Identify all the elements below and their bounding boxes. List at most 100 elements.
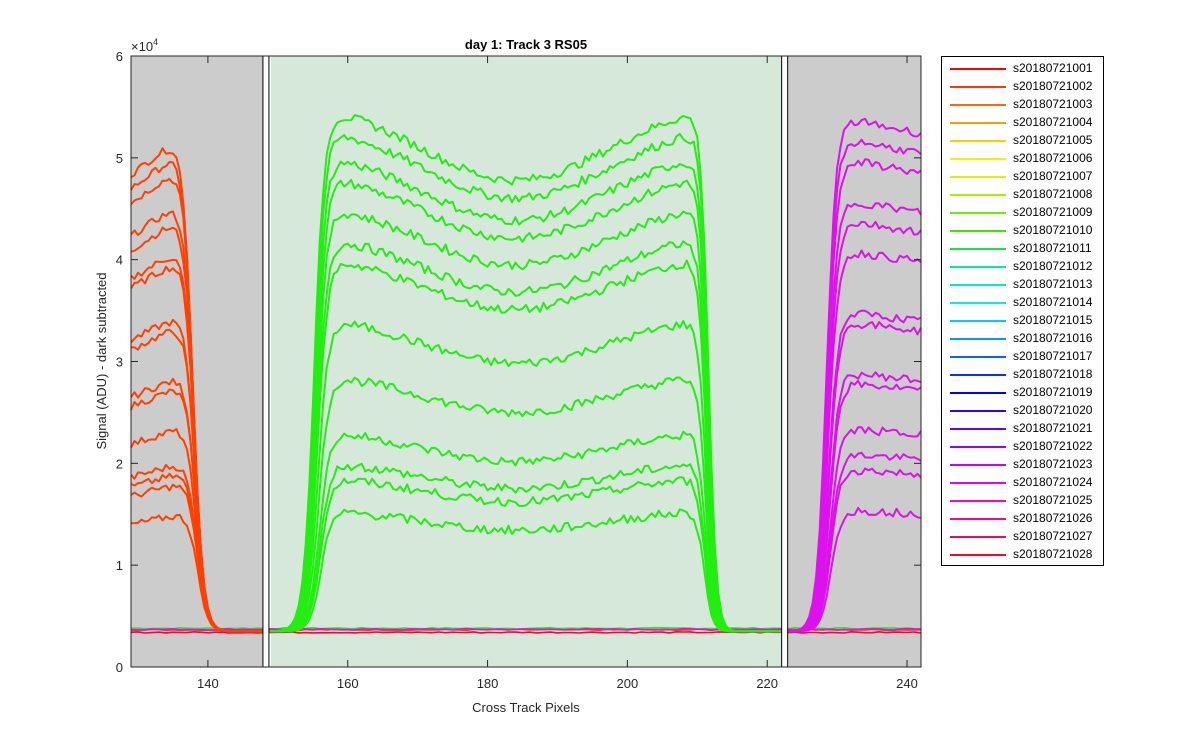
legend-label: s20180721018 <box>1013 367 1093 381</box>
legend-swatch <box>950 86 1006 88</box>
chart-title: day 1: Track 3 RS05 <box>465 37 587 52</box>
x-tick-label-140: 140 <box>197 676 219 691</box>
legend-label: s20180721005 <box>1013 133 1093 147</box>
legend-label: s20180721024 <box>1013 475 1093 489</box>
legend-item: s20180721022 <box>942 438 1103 456</box>
legend-item: s20180721010 <box>942 222 1103 240</box>
legend-label: s20180721006 <box>1013 151 1093 165</box>
legend-label: s20180721017 <box>1013 349 1093 363</box>
legend-swatch <box>950 68 1006 70</box>
legend-swatch <box>950 536 1006 538</box>
legend-label: s20180721027 <box>1013 529 1093 543</box>
legend-swatch <box>950 140 1006 142</box>
legend-label: s20180721026 <box>1013 511 1093 525</box>
y-tick-label-40000: 4 <box>116 253 123 268</box>
center-series-line-8 <box>263 320 796 633</box>
legend-label: s20180721022 <box>1013 439 1093 453</box>
legend-label: s20180721021 <box>1013 421 1093 435</box>
legend-item: s20180721026 <box>942 510 1103 528</box>
legend-label: s20180721015 <box>1013 313 1093 327</box>
legend-swatch <box>950 482 1006 484</box>
legend-item: s20180721001 <box>942 60 1103 78</box>
legend-item: s20180721018 <box>942 366 1103 384</box>
x-tick-label-160: 160 <box>337 676 359 691</box>
legend-swatch <box>950 554 1006 556</box>
legend-label: s20180721001 <box>1013 61 1093 75</box>
right-series-line-14 <box>781 506 922 633</box>
legend-label: s20180721014 <box>1013 295 1093 309</box>
center-series-line-5 <box>263 210 796 633</box>
x-tick-label-240: 240 <box>896 676 918 691</box>
legend-item: s20180721007 <box>942 168 1103 186</box>
center-series-line-7 <box>263 259 796 633</box>
legend-label: s20180721013 <box>1013 277 1093 291</box>
y-axis-exponent: ×104 <box>131 37 158 54</box>
x-tick-label-180: 180 <box>477 676 499 691</box>
center-series-line-9 <box>263 376 796 633</box>
legend-item: s20180721021 <box>942 420 1103 438</box>
legend-item: s20180721006 <box>942 150 1103 168</box>
x-tick-label-220: 220 <box>756 676 778 691</box>
legend-swatch <box>950 338 1006 340</box>
legend-label: s20180721009 <box>1013 205 1093 219</box>
axis-ticks: 140 160 180 200 220 240 0 1 2 3 4 5 6 <box>116 49 921 691</box>
y-tick-label-60000: 6 <box>116 49 123 64</box>
legend-swatch <box>950 230 1006 232</box>
legend-item: s20180721013 <box>942 276 1103 294</box>
legend-swatch <box>950 464 1006 466</box>
legend-item: s20180721011 <box>942 240 1103 258</box>
legend-item: s20180721017 <box>942 348 1103 366</box>
legend-swatch <box>950 410 1006 412</box>
legend-item: s20180721016 <box>942 330 1103 348</box>
y-tick-label-10000: 1 <box>116 558 123 573</box>
legend-swatch <box>950 104 1006 106</box>
legend-item: s20180721025 <box>942 492 1103 510</box>
legend-swatch <box>950 266 1006 268</box>
legend-label: s20180721008 <box>1013 187 1093 201</box>
legend-item: s20180721009 <box>942 204 1103 222</box>
left-series-line-16 <box>130 514 271 633</box>
legend-label: s20180721023 <box>1013 457 1093 471</box>
legend-swatch <box>950 122 1006 124</box>
legend-item: s20180721027 <box>942 528 1103 546</box>
legend-swatch <box>950 374 1006 376</box>
x-axis-label: Cross Track Pixels <box>472 700 580 715</box>
legend-swatch <box>950 176 1006 178</box>
legend: s20180721001 s20180721002 s20180721003 s201… <box>941 56 1104 566</box>
legend-swatch <box>950 428 1006 430</box>
legend-label: s20180721010 <box>1013 223 1093 237</box>
right-dark-region <box>788 56 921 667</box>
center-series-line-10 <box>263 430 796 633</box>
legend-swatch <box>950 518 1006 520</box>
legend-item: s20180721014 <box>942 294 1103 312</box>
legend-label: s20180721007 <box>1013 169 1093 183</box>
legend-item: s20180721008 <box>942 186 1103 204</box>
legend-label: s20180721019 <box>1013 385 1093 399</box>
boundary-marker-2 <box>781 55 789 668</box>
y-tick-label-20000: 2 <box>116 456 123 471</box>
y-axis-label: Signal (ADU) - dark subtracted <box>94 272 109 449</box>
legend-item: s20180721004 <box>942 114 1103 132</box>
legend-label: s20180721004 <box>1013 115 1093 129</box>
legend-swatch <box>950 446 1006 448</box>
legend-item: s20180721003 <box>942 96 1103 114</box>
legend-item: s20180721020 <box>942 402 1103 420</box>
legend-swatch <box>950 356 1006 358</box>
legend-swatch <box>950 194 1006 196</box>
y-tick-label-50000: 5 <box>116 151 123 166</box>
legend-item: s20180721015 <box>942 312 1103 330</box>
legend-item: s20180721019 <box>942 384 1103 402</box>
boundary-marker-1 <box>262 55 270 668</box>
legend-label: s20180721020 <box>1013 403 1093 417</box>
legend-item: s20180721023 <box>942 456 1103 474</box>
legend-item: s20180721005 <box>942 132 1103 150</box>
legend-item: s20180721002 <box>942 78 1103 96</box>
legend-item: s20180721012 <box>942 258 1103 276</box>
x-tick-label-200: 200 <box>617 676 639 691</box>
legend-swatch <box>950 158 1006 160</box>
y-tick-label-30000: 3 <box>116 355 123 370</box>
legend-swatch <box>950 302 1006 304</box>
left-dark-region <box>131 56 264 667</box>
y-tick-label-0: 0 <box>116 660 123 675</box>
